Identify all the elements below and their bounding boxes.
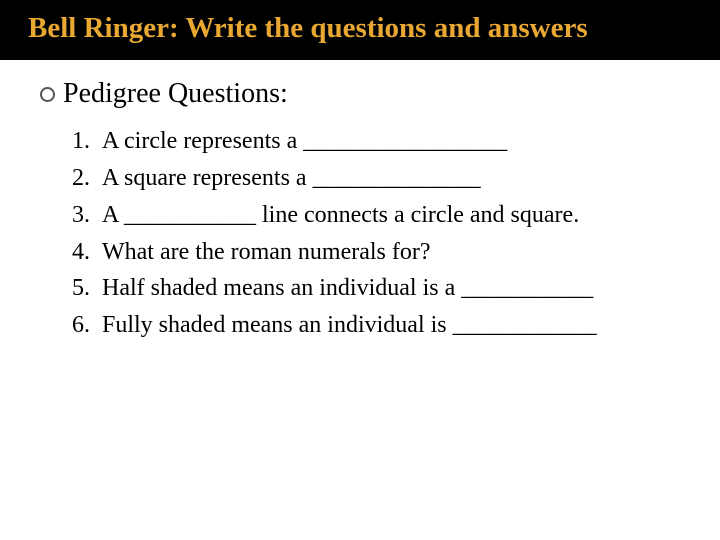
list-text: Half shaded means an individual is a ___…: [102, 271, 680, 306]
list-number: 5.: [68, 271, 102, 306]
list-number: 6.: [68, 308, 102, 343]
list-item: 5. Half shaded means an individual is a …: [68, 271, 680, 306]
list-text: Fully shaded means an individual is ____…: [102, 308, 680, 343]
slide-title: Bell Ringer: Write the questions and ans…: [28, 10, 692, 46]
list-text: What are the roman numerals for?: [102, 235, 680, 270]
list-text: A circle represents a _________________: [102, 124, 680, 159]
list-text: A ___________ line connects a circle and…: [102, 198, 680, 233]
list-text: A square represents a ______________: [102, 161, 680, 196]
section-heading: Pedigree Questions:: [63, 78, 288, 110]
bullet-circle-icon: [40, 87, 55, 102]
list-number: 3.: [68, 198, 102, 233]
list-number: 1.: [68, 124, 102, 159]
list-item: 6. Fully shaded means an individual is _…: [68, 308, 680, 343]
list-item: 3. A ___________ line connects a circle …: [68, 198, 680, 233]
list-item: 4. What are the roman numerals for?: [68, 235, 680, 270]
list-number: 4.: [68, 235, 102, 270]
list-item: 1. A circle represents a _______________…: [68, 124, 680, 159]
list-item: 2. A square represents a ______________: [68, 161, 680, 196]
content-area: Pedigree Questions: 1. A circle represen…: [0, 60, 720, 343]
question-list: 1. A circle represents a _______________…: [68, 124, 680, 343]
title-bar: Bell Ringer: Write the questions and ans…: [0, 0, 720, 60]
heading-row: Pedigree Questions:: [40, 78, 680, 110]
list-number: 2.: [68, 161, 102, 196]
